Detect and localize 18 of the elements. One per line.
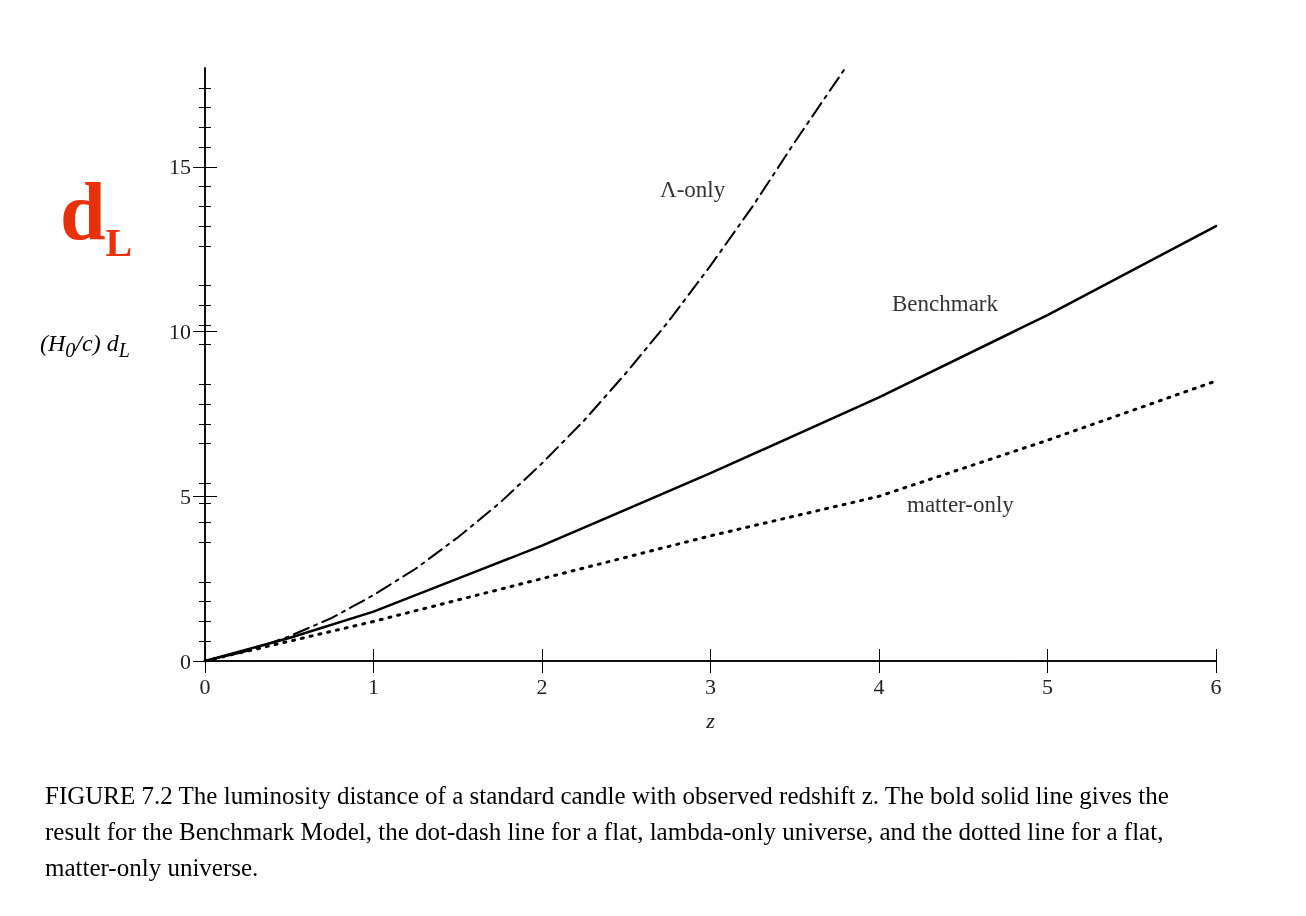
series-label: matter-only <box>907 492 1015 517</box>
x-tick-label: 0 <box>199 673 211 699</box>
x-tick-label: 4 <box>873 673 885 699</box>
x-tick-label: 1 <box>368 673 379 699</box>
text: d$_{L}$ <box>60 165 133 267</box>
x-tick-label: 6 <box>1210 673 1222 699</box>
y-tick-label: 15 <box>169 154 191 180</box>
series-label: Λ-only <box>660 177 726 202</box>
y-tick-label: 5 <box>180 483 191 509</box>
x-tick-label: 3 <box>705 673 716 699</box>
x-tick-label: 2 <box>536 673 548 699</box>
y-axis-title: (H$_{0}$/c) d$_{L}$ <box>40 330 130 362</box>
x-axis-title: z <box>705 707 716 733</box>
series-label: Benchmark <box>892 291 999 316</box>
x-tick-label: 5 <box>1042 673 1053 699</box>
y-tick-label: 0 <box>180 648 191 674</box>
y-tick-label: 10 <box>169 319 191 345</box>
caption: FIGURE 7.2 The luminosity distance of a standard candle with observed redshift z. The bold solid line gives the result for the Benchmark Model, the dot-dash line for a flat, lambda-only universe, and the dotted line for a flat, matter-only universe. <box>45 781 1170 883</box>
